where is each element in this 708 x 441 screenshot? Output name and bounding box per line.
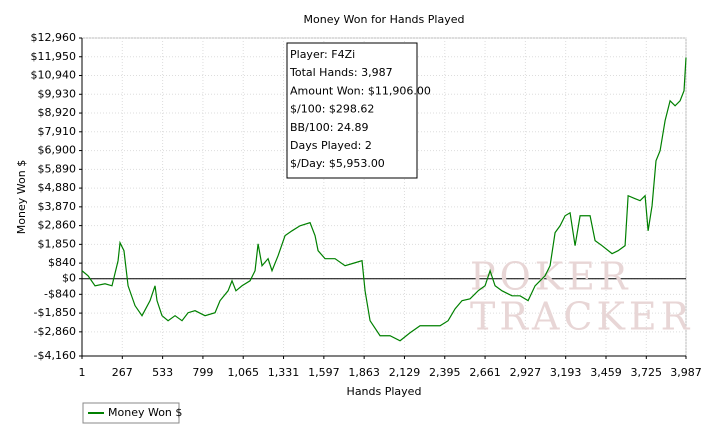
x-tick-label: 799: [192, 366, 213, 379]
grid: -$4,160 -$2,860 -$1,850 -$840 $0 $840 $1,850 $2…: [31, 31, 702, 379]
x-tick-label: 3,725: [631, 366, 663, 379]
y-tick-label: $7,910: [38, 125, 77, 138]
info-line: Amount Won: $11,906.00: [290, 84, 431, 97]
y-tick-label: $11,950: [31, 50, 77, 63]
y-tick-label: $4,880: [38, 181, 77, 194]
plot: [81, 57, 687, 342]
legend: Money Won $: [82, 402, 182, 424]
legend-frame: [82, 402, 180, 424]
x-tick-label: 2,129: [389, 366, 421, 379]
info-line: $/100: $298.62: [290, 103, 374, 116]
x-tick-label: 2,395: [429, 366, 461, 379]
y-tick-label: $840: [48, 256, 76, 269]
x-tick-label: 267: [112, 366, 133, 379]
info-line: Total Hands: 3,987: [289, 66, 393, 79]
y-tick-label: $9,930: [38, 87, 77, 100]
x-tick-label: 533: [152, 366, 173, 379]
y-tick-label: $2,860: [38, 219, 77, 232]
y-tick-label: $5,890: [38, 162, 77, 175]
x-tick-label: 2,927: [510, 366, 542, 379]
info-line: $/Day: $5,953.00: [290, 157, 385, 170]
y-tick-label: -$4,160: [34, 349, 76, 362]
y-tick-label: $0: [62, 272, 76, 285]
y-axis-label: Money Won $: [15, 160, 28, 234]
info-line: BB/100: 24.89: [290, 121, 369, 134]
x-tick-label: 1: [79, 366, 86, 379]
info-line: Days Played: 2: [290, 139, 372, 152]
y-tick-label: $10,940: [31, 69, 77, 82]
chart-title: Money Won for Hands Played: [304, 13, 465, 26]
y-tick-label: -$1,850: [34, 306, 76, 319]
x-axis-label: Hands Played: [347, 385, 422, 398]
y-tick-label: $1,850: [38, 237, 77, 250]
y-tick-label: $6,900: [38, 144, 77, 157]
x-tick-label: 1,331: [268, 366, 300, 379]
y-tick-label: $12,960: [31, 31, 77, 44]
x-tick-label: 1,597: [308, 366, 340, 379]
y-tick-label: -$840: [44, 287, 76, 300]
data-line: [81, 57, 687, 342]
legend-label: Money Won $: [108, 406, 182, 419]
info-box-frame: [286, 42, 418, 179]
watermark-text: TRACKER: [470, 295, 693, 339]
x-tick-label: 1,863: [348, 366, 380, 379]
y-tick-label: $8,920: [38, 106, 77, 119]
x-tick-label: 3,193: [550, 366, 582, 379]
y-tick-label: $3,870: [38, 200, 77, 213]
info-box: Player: F4Zi Total Hands: 3,987 Amount Won…: [286, 42, 431, 179]
x-tick-label: 2,661: [469, 366, 501, 379]
info-line: Player: F4Zi: [290, 48, 355, 61]
y-tick-label: -$2,860: [34, 325, 76, 338]
x-tick-label: 3,987: [670, 366, 702, 379]
x-tick-label: 1,065: [227, 366, 259, 379]
watermark-text: POKER: [470, 255, 631, 299]
x-tick-label: 3,459: [590, 366, 622, 379]
